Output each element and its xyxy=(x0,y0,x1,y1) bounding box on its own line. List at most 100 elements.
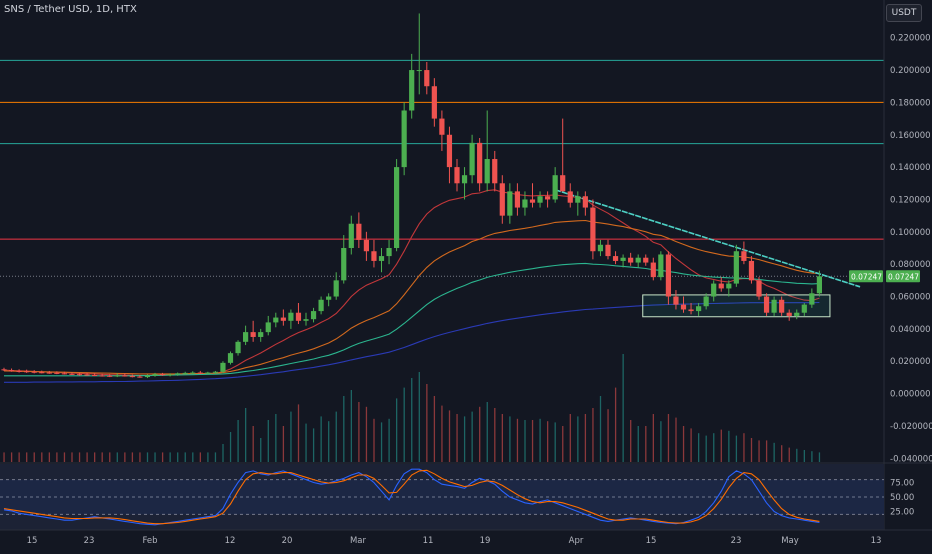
candle-body xyxy=(326,296,332,300)
volume-bar xyxy=(305,423,307,462)
candle-body xyxy=(726,283,732,289)
volume-bar xyxy=(328,421,330,462)
volume-bar xyxy=(758,440,760,462)
volume-bar xyxy=(78,452,81,462)
candle-body xyxy=(129,376,135,378)
volume-bar xyxy=(380,422,383,462)
candle-body xyxy=(197,372,203,374)
price-axis[interactable]: 0.220000 0.200000 0.180000 0.160000 0.140000… xyxy=(849,0,932,530)
candle-body xyxy=(416,70,422,72)
candle-body xyxy=(658,254,664,278)
volume-bar xyxy=(554,422,556,462)
volume-bar xyxy=(131,452,134,462)
candle-body xyxy=(711,283,717,297)
volume-bar xyxy=(3,452,5,462)
time-tick-label: Mar xyxy=(350,536,367,546)
candle-body xyxy=(575,196,581,203)
candle-body xyxy=(152,374,158,376)
volume-bar xyxy=(433,396,436,462)
volume-bar xyxy=(765,440,768,462)
candle-body xyxy=(1,369,7,371)
volume-bar xyxy=(547,421,549,462)
candle-body xyxy=(424,70,430,87)
volume-bar xyxy=(660,421,662,462)
time-tick-label: May xyxy=(781,536,799,546)
candle-body xyxy=(212,371,218,373)
volume-bar xyxy=(690,428,692,462)
currency-button[interactable]: USDT xyxy=(886,4,922,22)
volume-bar xyxy=(539,418,541,462)
volume-bar xyxy=(396,398,398,462)
volume-bar xyxy=(373,418,375,462)
volume-bar xyxy=(607,409,609,462)
candle-body xyxy=(92,374,98,376)
volume-bar xyxy=(501,414,503,462)
candle-body xyxy=(590,207,596,252)
time-tick-label: 23 xyxy=(731,536,742,546)
candle-body xyxy=(628,257,634,263)
candle-body xyxy=(552,175,558,200)
candle-body xyxy=(258,332,264,337)
volume-bar xyxy=(486,402,488,462)
candle-body xyxy=(612,256,619,261)
price-tag-axis-text: 0.07247 xyxy=(888,272,919,281)
candle-body xyxy=(673,296,679,305)
candle-body xyxy=(643,257,649,263)
volume-bar xyxy=(335,411,337,462)
stochastic-tick-label: 50.00 xyxy=(890,493,914,503)
candle-body xyxy=(756,280,762,297)
candle-body xyxy=(8,370,15,372)
volume-bar xyxy=(811,451,813,462)
moving-average-line xyxy=(3,189,820,377)
moving-averages xyxy=(3,189,820,383)
candle-body xyxy=(582,196,588,208)
volume-bar xyxy=(312,428,315,462)
candle-body xyxy=(99,375,105,377)
candle-body xyxy=(439,118,445,135)
volume-bar xyxy=(365,406,368,462)
volume-bar xyxy=(297,404,300,462)
candle-body xyxy=(61,373,67,375)
time-tick-label: 12 xyxy=(225,536,236,546)
volume-bar xyxy=(275,414,277,462)
volume-bar xyxy=(116,452,118,462)
candle-body xyxy=(620,257,626,261)
volume-bar xyxy=(267,420,269,462)
candle-body xyxy=(363,239,369,252)
volume-bar xyxy=(698,433,700,462)
horizontal-levels xyxy=(0,59,884,277)
candle-body xyxy=(182,372,188,374)
candle-body xyxy=(310,311,317,320)
volume-bar xyxy=(63,452,66,462)
volume-bar xyxy=(509,416,511,462)
candle-body xyxy=(273,317,279,323)
time-tick-label: 20 xyxy=(282,536,293,546)
candle-body xyxy=(31,371,37,373)
candle-body xyxy=(545,196,551,200)
candle-body xyxy=(76,374,83,376)
volume-bar xyxy=(192,452,194,462)
candle-body xyxy=(356,223,362,240)
volume-bar xyxy=(214,452,217,462)
time-axis[interactable]: 15 23 Feb 12 20 Mar 11 19 Apr 15 23 May 13 xyxy=(0,529,932,546)
candle-body xyxy=(786,312,792,316)
volume-bar xyxy=(516,418,519,462)
time-tick-label: 13 xyxy=(871,536,882,546)
volume-bar xyxy=(577,416,579,462)
candle-body xyxy=(409,70,415,111)
candle-body xyxy=(220,362,226,372)
stochastic-line xyxy=(3,468,820,526)
candle-body xyxy=(235,341,241,354)
candle-body xyxy=(469,142,475,176)
candle-body xyxy=(461,175,468,184)
volume-bar xyxy=(592,408,594,462)
volume-bar xyxy=(207,452,209,462)
trendline[interactable] xyxy=(554,189,861,288)
stochastic-tick-label: 25.00 xyxy=(890,508,914,518)
candle-body xyxy=(635,257,641,263)
candle-body xyxy=(16,370,22,372)
volume-bar xyxy=(10,452,13,462)
time-tick-label: 23 xyxy=(84,536,95,546)
volume-bar xyxy=(584,414,587,462)
volume-bar xyxy=(18,452,20,462)
